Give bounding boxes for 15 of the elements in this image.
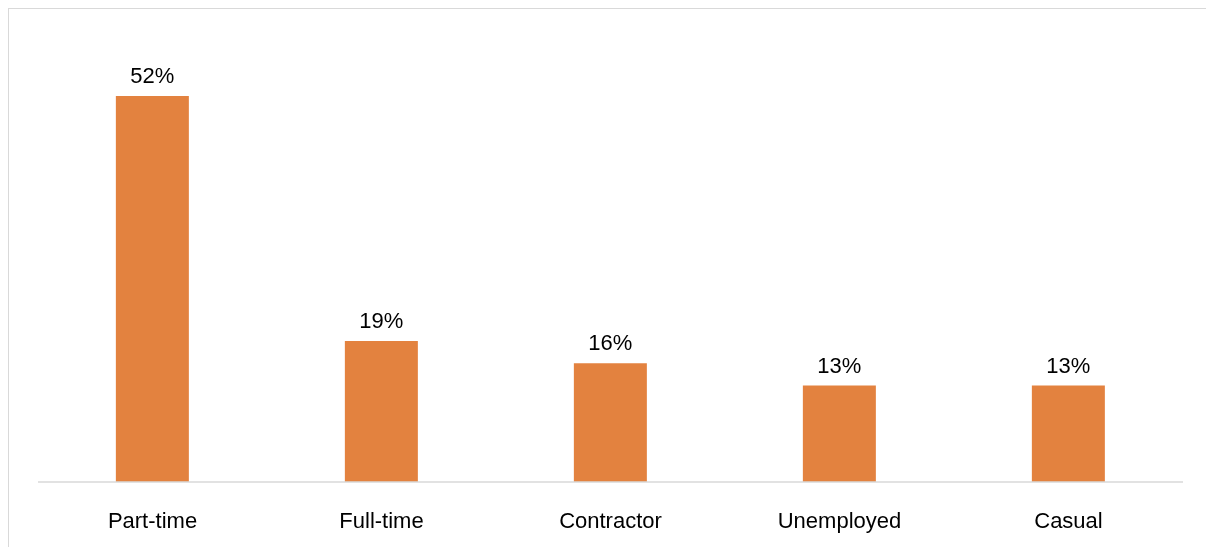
data-label: 13% <box>817 352 862 378</box>
bar <box>344 340 418 482</box>
data-label: 16% <box>588 330 633 356</box>
x-tick-label: Unemployed <box>777 508 902 533</box>
x-tick-label: Full-time <box>339 508 424 533</box>
data-label: 13% <box>1046 352 1091 378</box>
data-label: 19% <box>359 307 404 333</box>
bar <box>573 363 647 482</box>
bar <box>1031 385 1105 482</box>
x-tick-label: Contractor <box>559 508 662 533</box>
x-tick-label: Part-time <box>107 508 198 533</box>
x-tick-label: Casual <box>1034 508 1103 533</box>
data-label: 52% <box>130 63 175 88</box>
bar <box>115 96 189 482</box>
bar <box>802 385 876 482</box>
